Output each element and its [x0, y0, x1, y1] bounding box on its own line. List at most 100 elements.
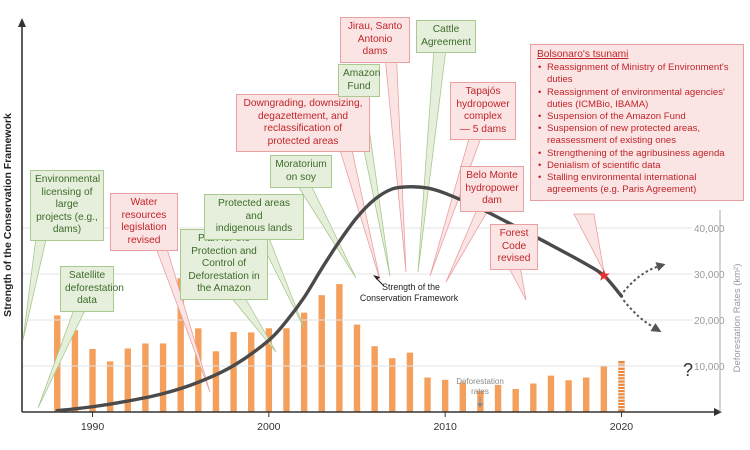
deforestation-bar — [159, 343, 167, 412]
annotation-line: Moratorium — [275, 159, 327, 170]
bolsonaro-title: Bolsonaro's tsunami — [537, 49, 629, 60]
annotation-line: Agreement — [421, 36, 471, 48]
annotation-line: Satellite — [68, 270, 106, 281]
y-tick-label: 10,000 — [694, 362, 725, 373]
annotation-line: resources — [121, 209, 167, 221]
annotation-line: licensing of large — [41, 186, 93, 211]
annotation-line: Protection and — [191, 245, 257, 257]
annotation-line: dams) — [52, 224, 82, 236]
deforestation-bar — [230, 331, 237, 412]
annotation-line: legislation — [121, 222, 167, 234]
deforestation-bar — [494, 384, 502, 412]
annotation-line: indigenous lands — [215, 223, 293, 235]
annotation-line: Code — [501, 240, 527, 252]
annotation-line: Control of — [201, 258, 247, 270]
annotation-line: — 5 dams — [459, 123, 507, 135]
deforestation-bar — [353, 324, 361, 412]
deforestation-bar — [389, 358, 396, 412]
deforestation-bar — [177, 278, 184, 412]
annotation-line: Jirau, Santo — [347, 21, 403, 32]
x-tick-label: 2020 — [610, 421, 634, 433]
annotation-pad-downgrading: Downgrading, downsizing, degazettement, … — [236, 94, 370, 153]
annotation-line: projects (e.g., — [36, 211, 98, 223]
annotation-line: on soy — [285, 171, 316, 183]
annotation-line: the Amazon — [197, 283, 251, 295]
deforestation-bar — [565, 380, 572, 412]
bolsonaro-item: Strengthening of the agribusiness agenda — [537, 148, 737, 160]
annotation-line: protected areas — [267, 135, 339, 147]
left-axis-label: Strength of the Conservation Framework — [2, 113, 14, 317]
annotation-line: Water — [130, 197, 158, 208]
deforestation-bar — [248, 332, 255, 412]
projection-up-arrow — [622, 265, 660, 293]
annotation-bolsonaro-tsunami: Bolsonaro's tsunami Reassignment of Mini… — [530, 44, 744, 202]
x-tick-label: 2000 — [257, 421, 281, 433]
deforestation-bar — [530, 383, 537, 412]
x-tick-label: 1990 — [81, 421, 105, 433]
annotation-water-resources: Water resources legislation revised — [110, 193, 178, 252]
deforestation-bar — [406, 352, 414, 412]
deforestation-bar — [371, 346, 378, 412]
deforestation-bar — [283, 328, 290, 412]
bolsonaro-item: Stalling environmental international agr… — [537, 172, 737, 196]
bolsonaro-item: Reassignment of environmental agencies' … — [537, 87, 737, 111]
y-axis-arrow — [18, 18, 26, 27]
bars-label-arrowhead — [477, 403, 483, 408]
curve-label-arrowhead — [373, 275, 380, 280]
projection-up-arrowhead — [655, 262, 666, 272]
deforestation-bar — [106, 361, 114, 412]
curve-label: Conservation Framework — [360, 293, 459, 303]
deforestation-bar — [459, 382, 466, 412]
deforestation-bar — [547, 375, 555, 412]
bolsonaro-list: Reassignment of Ministry of Environment'… — [537, 62, 737, 196]
annotation-cattle-agreement: Cattle Agreement — [416, 20, 476, 54]
y-tick-label: 40,000 — [694, 224, 725, 235]
annotation-line: Fund — [347, 80, 371, 92]
x-axis-arrow — [714, 408, 722, 416]
annotation-line: Antonio dams — [357, 33, 393, 58]
annotation-protected-areas: Protected areas and indigenous lands — [204, 194, 304, 240]
red-star-marker — [597, 269, 610, 281]
y-tick-label: 20,000 — [694, 316, 725, 327]
annotation-line: Environmental — [35, 174, 101, 185]
annotation-line: Amazon — [343, 68, 381, 79]
annotation-line: revised — [127, 234, 161, 246]
annotation-line: Protected areas and — [218, 198, 290, 222]
projection-down-arrow — [622, 299, 656, 330]
annotation-line: data — [77, 295, 97, 307]
deforestation-bars — [54, 278, 625, 413]
leader-belo-monte — [445, 206, 491, 283]
deforestation-bar — [441, 379, 449, 412]
annotation-tapajos-complex: Tapajós hydropower complex — 5 dams — [450, 82, 516, 141]
deforestation-bar — [265, 328, 273, 412]
chart-text: 1990 2000 2010 2020 10,000 20,000 30,000 40,000… — [2, 113, 743, 433]
annotation-line: hydropower — [456, 98, 510, 110]
deforestation-bar — [318, 295, 325, 412]
curve-label: Strength of the — [382, 282, 440, 292]
deforestation-bar — [142, 343, 149, 412]
annotation-line: revised — [497, 253, 531, 265]
annotation-line: Downgrading, downsizing, — [243, 98, 363, 109]
right-axis-label: Deforestation Rates (km²) — [732, 264, 743, 373]
annotation-line: Tapajós — [465, 86, 501, 97]
annotation-jirau-dams: Jirau, Santo Antonio dams — [340, 17, 410, 63]
uncertainty-question-mark: ? — [683, 360, 693, 380]
annotation-forest-code: Forest Code revised — [490, 224, 538, 270]
annotation-line: Forest — [499, 228, 529, 239]
annotation-line: Deforestation in — [188, 270, 260, 282]
bolsonaro-item: Reassignment of Ministry of Environment'… — [537, 62, 737, 86]
deforestation-bar — [600, 365, 608, 412]
deforestation-bar — [424, 377, 431, 412]
bolsonaro-item: Denialism of scientific data — [537, 160, 737, 172]
annotation-line: complex — [464, 111, 502, 123]
annotation-line: Cattle — [432, 24, 460, 35]
annotation-line: deforestation — [65, 282, 124, 294]
annotation-line: dam — [482, 195, 502, 207]
annotation-soy-moratorium: Moratorium on soy — [270, 155, 332, 189]
annotation-satellite-data: Satellite deforestation data — [60, 266, 124, 312]
deforestation-bar — [89, 348, 96, 412]
annotation-line: hydropower — [465, 182, 519, 194]
x-tick-label: 2010 — [433, 421, 457, 433]
annotation-environmental-licensing: Environmental licensing of large project… — [30, 170, 104, 241]
